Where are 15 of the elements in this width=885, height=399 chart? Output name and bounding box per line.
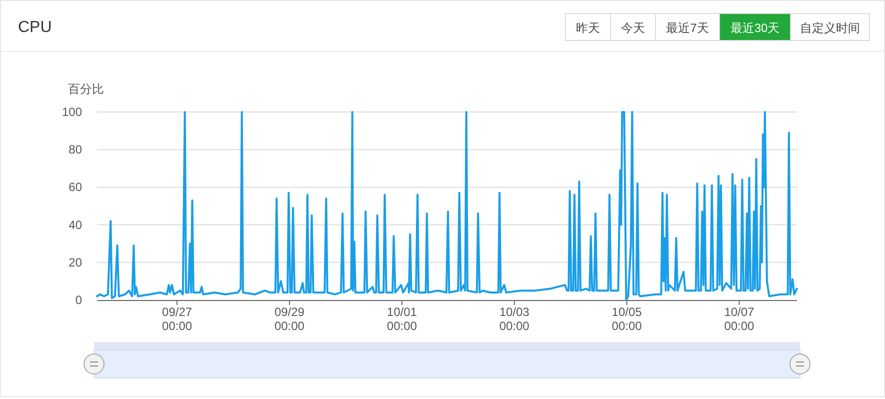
chart-title: CPU bbox=[18, 19, 52, 36]
x-tick-label: 09/27 00:00 bbox=[162, 305, 192, 333]
y-tick-label: 60 bbox=[68, 180, 82, 194]
buttons: 昨天 今天 最近7天 最近30天 自定义时间 bbox=[565, 13, 870, 41]
x-tick-label: 10/05 00:00 bbox=[612, 305, 642, 333]
y-tick-label: 100 bbox=[62, 105, 82, 119]
x-tick-label: 10/03 00:00 bbox=[499, 305, 530, 333]
x-tick-label: 10/07 00:00 bbox=[724, 305, 755, 333]
x-tick-label: 09/29 00:00 bbox=[274, 305, 305, 333]
y-tick-label: 40 bbox=[68, 218, 82, 232]
y-tick-label: 80 bbox=[68, 142, 82, 157]
x-tick-label: 10/01 00:00 bbox=[386, 305, 418, 333]
y-tick-label: 20 bbox=[68, 255, 82, 270]
y-axis-title: 百分比 bbox=[68, 82, 104, 96]
y-tick-label: 0 bbox=[75, 293, 82, 307]
